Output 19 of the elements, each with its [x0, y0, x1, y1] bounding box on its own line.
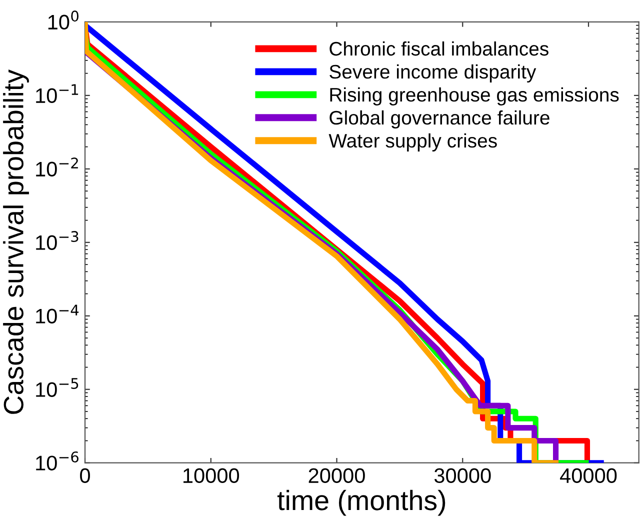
legend-label: Water supply crises	[328, 133, 497, 152]
y-tick-label: 10$^{−1}$	[36, 84, 78, 104]
legend-label: Rising greenhouse gas emissions	[330, 87, 619, 106]
x-tick-label: 40000	[560, 468, 617, 484]
x-tick-label: 0	[80, 468, 90, 484]
legend-label: Global governance failure	[330, 110, 550, 128]
x-tick-label: 10000	[184, 468, 240, 484]
y-tick-label: 10$^{−3}$	[36, 231, 78, 250]
y-tick-label: 10$^{−5}$	[36, 378, 78, 397]
y-axis-title: Cascade survival probability	[3, 70, 29, 414]
x-tick-label: 30000	[434, 468, 491, 484]
x-axis-title: time (months)	[277, 490, 446, 516]
y-tick-label: 10$^{−6}$	[36, 451, 78, 470]
y-tick-label: 10$^{−4}$	[36, 304, 79, 324]
x-tick-label: 20000	[308, 468, 365, 484]
y-tick-label: 10$^{0}$	[48, 10, 78, 30]
legend-label: Severe income disparity	[330, 64, 536, 83]
y-tick-label: 10$^{−2}$	[36, 158, 78, 177]
legend-label: Chronic fiscal imbalances	[330, 41, 548, 56]
